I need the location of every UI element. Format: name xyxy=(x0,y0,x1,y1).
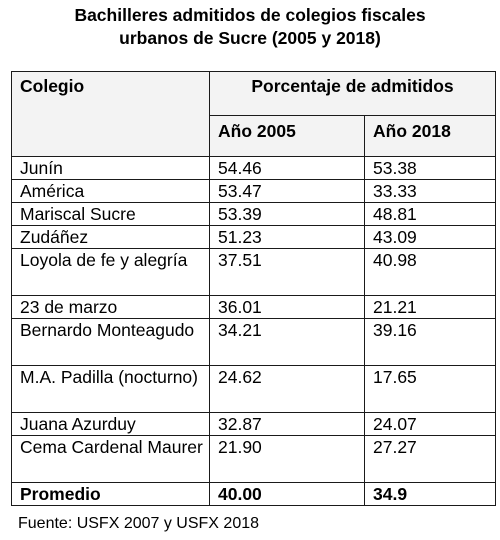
title-line-2: urbanos de Sucre (2005 y 2018) xyxy=(119,28,381,48)
cell-colegio: Promedio xyxy=(11,482,210,506)
table-row: M.A. Padilla (nocturno) 24.62 17.65 xyxy=(11,365,496,413)
total-row: Promedio 40.00 34.9 xyxy=(11,482,496,506)
table-row: Zudáñez 51.23 43.09 xyxy=(11,225,496,249)
cell-2005: 53.47 xyxy=(209,179,365,203)
cell-2005: 37.51 xyxy=(209,248,365,296)
cell-2018: 21.21 xyxy=(364,295,496,319)
cell-2018: 34.9 xyxy=(364,482,496,506)
cell-colegio: Mariscal Sucre xyxy=(11,202,210,226)
cell-2005: 40.00 xyxy=(209,482,365,506)
cell-2005: 54.46 xyxy=(209,156,365,180)
header-2005: Año 2005 xyxy=(209,115,365,157)
cell-colegio: 23 de marzo xyxy=(11,295,210,319)
table-row: Cema Cardenal Maurer 21.90 27.27 xyxy=(11,435,496,483)
header-2018: Año 2018 xyxy=(364,115,496,157)
cell-colegio: Loyola de fe y alegría xyxy=(11,248,210,296)
header-row-years: Año 2005 Año 2018 xyxy=(12,115,496,157)
header-colegio: Colegio xyxy=(11,71,210,157)
source-note: Fuente: USFX 2007 y USFX 2018 xyxy=(18,515,260,532)
title-line-1: Bachilleres admitidos de colegios fiscal… xyxy=(74,5,426,25)
table-row: 23 de marzo 36.01 21.21 xyxy=(11,295,496,319)
cell-2018: 40.98 xyxy=(364,248,496,296)
cell-2005: 24.62 xyxy=(209,365,365,413)
table-row: Loyola de fe y alegría 37.51 40.98 xyxy=(11,248,496,296)
cell-colegio: M.A. Padilla (nocturno) xyxy=(11,365,210,413)
table-title: Bachilleres admitidos de colegios fiscal… xyxy=(0,4,500,50)
cell-2005: 21.90 xyxy=(209,435,365,483)
cell-2018: 48.81 xyxy=(364,202,496,226)
cell-2018: 17.65 xyxy=(364,365,496,413)
cell-2018: 53.38 xyxy=(364,156,496,180)
cell-colegio: Bernardo Monteagudo xyxy=(11,318,210,366)
cell-2018: 39.16 xyxy=(364,318,496,366)
table-row: Junín 54.46 53.38 xyxy=(11,156,496,180)
cell-2018: 27.27 xyxy=(364,435,496,483)
cell-2018: 24.07 xyxy=(364,412,496,436)
cell-2018: 33.33 xyxy=(364,179,496,203)
cell-colegio: Zudáñez xyxy=(11,225,210,249)
cell-2005: 34.21 xyxy=(209,318,365,366)
header-porcentaje: Porcentaje de admitidos xyxy=(209,71,496,116)
cell-colegio: Juana Azurduy xyxy=(11,412,210,436)
cell-colegio: América xyxy=(11,179,210,203)
table-row: América 53.47 33.33 xyxy=(11,179,496,203)
cell-2005: 51.23 xyxy=(209,225,365,249)
cell-2018: 43.09 xyxy=(364,225,496,249)
table-row: Juana Azurduy 32.87 24.07 xyxy=(11,412,496,436)
cell-2005: 36.01 xyxy=(209,295,365,319)
cell-colegio: Junín xyxy=(11,156,210,180)
table-row: Bernardo Monteagudo 34.21 39.16 xyxy=(11,318,496,366)
cell-2005: 32.87 xyxy=(209,412,365,436)
admissions-table: Colegio Porcentaje de admitidos Año 2005… xyxy=(11,71,496,506)
cell-colegio: Cema Cardenal Maurer xyxy=(11,435,210,483)
table-row: Mariscal Sucre 53.39 48.81 xyxy=(11,202,496,226)
cell-2005: 53.39 xyxy=(209,202,365,226)
header-row-group: Colegio Porcentaje de admitidos xyxy=(11,71,496,157)
